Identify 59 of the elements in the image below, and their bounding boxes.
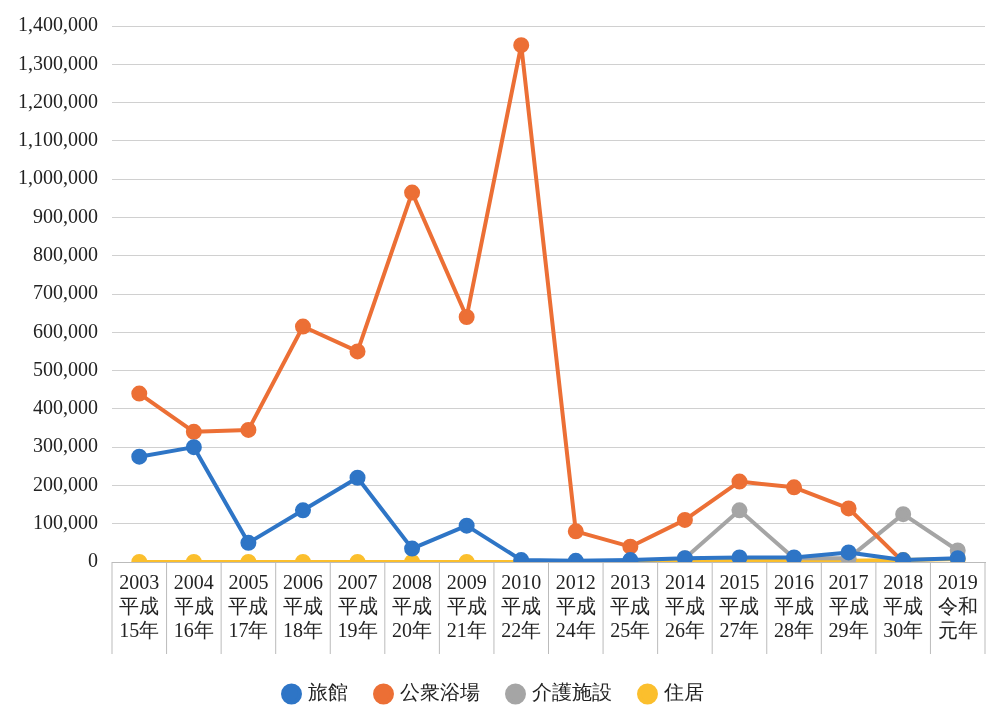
- y-tick-label: 1,000,000: [18, 166, 98, 189]
- point: [131, 385, 148, 402]
- legend-label: 公衆浴場: [399, 681, 480, 704]
- point: [676, 511, 693, 528]
- y-tick-label: 500,000: [33, 357, 98, 380]
- point: [458, 517, 475, 534]
- y-tick-label: 100,000: [33, 510, 98, 533]
- point: [185, 423, 202, 440]
- point: [622, 538, 639, 555]
- y-tick-label: 200,000: [33, 472, 98, 495]
- point: [294, 502, 311, 519]
- y-tick-label: 400,000: [33, 396, 98, 419]
- point: [349, 343, 366, 360]
- point: [294, 318, 311, 335]
- x-tick-label: 2014 平成26年: [664, 571, 705, 642]
- point: [185, 439, 202, 456]
- y-tick-label: 900,000: [33, 204, 98, 227]
- legend-label: 介護施設: [531, 681, 612, 704]
- x-tick-label: 2018 平成30年: [883, 571, 924, 642]
- legend-label: 住居: [662, 681, 704, 704]
- point: [240, 421, 257, 438]
- x-tick-label: 2005 平成17年: [228, 571, 269, 642]
- y-tick-label: 1,300,000: [18, 51, 98, 74]
- y-tick-label: 300,000: [33, 434, 98, 457]
- x-tick-label: 2012 平成24年: [555, 571, 596, 642]
- y-tick-label: 800,000: [33, 242, 98, 265]
- point: [786, 479, 803, 496]
- point: [840, 544, 857, 561]
- x-tick-label: 2017 平成29年: [828, 571, 869, 642]
- point: [240, 534, 257, 551]
- point: [131, 448, 148, 465]
- legend-label: 旅館: [307, 681, 348, 704]
- point: [840, 500, 857, 517]
- x-tick-label: 2016 平成28年: [774, 571, 815, 642]
- x-tick-label: 2006 平成18年: [282, 571, 323, 642]
- point: [349, 469, 366, 486]
- y-tick-label: 1,400,000: [18, 13, 98, 36]
- y-tick-label: 700,000: [33, 281, 98, 304]
- point: [513, 37, 530, 54]
- x-tick-label: 2010 平成22年: [501, 571, 542, 642]
- point: [731, 473, 748, 490]
- x-tick-label: 2004 平成16年: [173, 571, 214, 642]
- x-tick-label: 2003 平成15年: [119, 571, 160, 642]
- x-tick-label: 2013 平成25年: [610, 571, 651, 642]
- y-tick-label: 0: [88, 549, 98, 572]
- point: [895, 506, 912, 523]
- point: [731, 502, 748, 519]
- x-tick-label: 2019 令和元年: [937, 571, 978, 642]
- point: [404, 540, 421, 557]
- point: [458, 308, 475, 325]
- x-tick-label: 2015 平成27年: [719, 571, 760, 642]
- y-tick-label: 1,200,000: [18, 89, 98, 112]
- x-tick-label: 2007 平成19年: [337, 571, 378, 642]
- x-tick-label: 2008 平成20年: [392, 571, 433, 642]
- y-tick-label: 1,100,000: [18, 128, 98, 151]
- point: [567, 523, 584, 540]
- point: [404, 184, 421, 201]
- x-tick-label: 2009 平成21年: [446, 571, 487, 642]
- y-tick-label: 600,000: [33, 319, 98, 342]
